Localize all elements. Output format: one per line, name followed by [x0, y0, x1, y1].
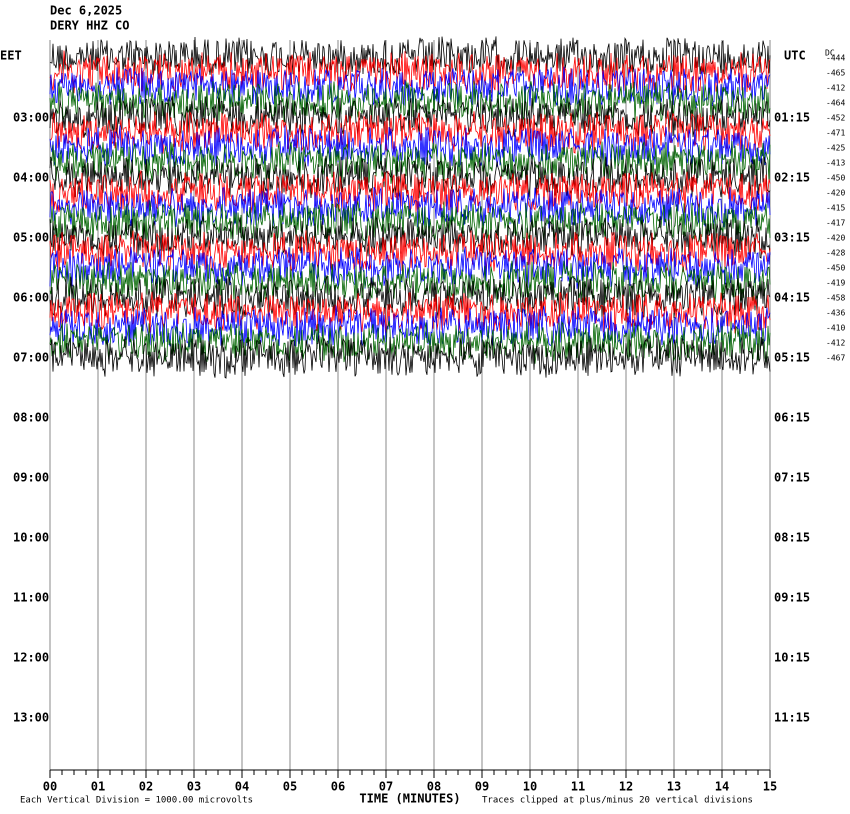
right-time-label: 01:15 [774, 111, 810, 125]
dc-offset: -450 [826, 174, 845, 183]
right-time-label: 05:15 [774, 351, 810, 365]
left-time-label: 12:00 [13, 651, 49, 665]
dc-offset: -415 [826, 204, 845, 213]
dc-offset: -412 [826, 84, 845, 93]
dc-offset: -452 [826, 114, 845, 123]
x-tick-label: 12 [619, 780, 633, 794]
right-time-label: 03:15 [774, 231, 810, 245]
dc-offset: -428 [826, 249, 845, 258]
left-time-label: 06:00 [13, 291, 49, 305]
x-tick-label: 11 [571, 780, 585, 794]
trace [49, 230, 771, 273]
scale-note: Each Vertical Division = 1000.00 microvo… [20, 796, 253, 806]
dc-offset: -419 [826, 279, 845, 288]
right-title: UTC [784, 49, 806, 63]
trace [49, 186, 771, 229]
station: DERY HHZ CO [50, 19, 129, 33]
x-tick-label: 05 [283, 780, 297, 794]
trace [49, 36, 771, 79]
right-time-label: 07:15 [774, 471, 810, 485]
x-tick-label: 13 [667, 780, 681, 794]
left-time-label: 10:00 [13, 531, 49, 545]
dc-offset: -425 [826, 144, 845, 153]
right-time-label: 08:15 [774, 531, 810, 545]
x-tick-label: 10 [523, 780, 537, 794]
dc-offset: -464 [826, 99, 845, 108]
dc-offset: -465 [826, 69, 845, 78]
trace [49, 200, 771, 244]
left-title: EET [0, 49, 22, 63]
trace [49, 335, 771, 379]
left-time-label: 04:00 [13, 171, 49, 185]
dc-offset: -410 [826, 324, 845, 333]
dc-offset: -450 [826, 264, 845, 273]
x-tick-label: 09 [475, 780, 489, 794]
right-time-label: 02:15 [774, 171, 810, 185]
trace [49, 275, 771, 319]
x-tick-label: 15 [763, 780, 777, 794]
dc-offset: -420 [826, 234, 845, 243]
trace [49, 155, 771, 199]
dc-offset: -467 [826, 354, 845, 363]
trace [49, 215, 771, 259]
clip-note: Traces clipped at plus/minus 20 vertical… [482, 796, 753, 806]
dc-offset: -413 [826, 159, 845, 168]
dc-offset: -436 [826, 309, 845, 318]
left-time-label: 11:00 [13, 591, 49, 605]
x-tick-label: 08 [427, 780, 441, 794]
date: Dec 6,2025 [50, 4, 122, 18]
x-tick-label: 07 [379, 780, 393, 794]
x-tick-label: 00 [43, 780, 57, 794]
right-time-label: 06:15 [774, 411, 810, 425]
trace [49, 305, 771, 349]
x-tick-label: 06 [331, 780, 345, 794]
trace [49, 320, 771, 364]
traces [49, 36, 771, 379]
right-time-label: 09:15 [774, 591, 810, 605]
x-tick-label: 02 [139, 780, 153, 794]
trace [49, 246, 771, 289]
dc-offset: -471 [826, 129, 845, 138]
x-tick-label: 04 [235, 780, 249, 794]
x-axis-title: TIME (MINUTES) [359, 792, 460, 806]
dc-offset: -444 [826, 54, 845, 63]
left-time-label: 13:00 [13, 711, 49, 725]
trace [49, 291, 771, 334]
left-time-label: 03:00 [13, 111, 49, 125]
x-tick-label: 14 [715, 780, 729, 794]
right-time-label: 04:15 [774, 291, 810, 305]
dc-offset: -412 [826, 339, 845, 348]
left-time-label: 05:00 [13, 231, 49, 245]
x-tick-label: 01 [91, 780, 105, 794]
x-tick-label: 03 [187, 780, 201, 794]
trace [49, 125, 771, 168]
right-time-label: 10:15 [774, 651, 810, 665]
dc-title: DC [825, 49, 835, 58]
dc-offset: -420 [826, 189, 845, 198]
trace [49, 50, 771, 94]
left-time-label: 09:00 [13, 471, 49, 485]
right-time-label: 11:15 [774, 711, 810, 725]
left-time-label: 08:00 [13, 411, 49, 425]
dc-offset: -458 [826, 294, 845, 303]
dc-offset: -417 [826, 219, 845, 228]
left-time-label: 07:00 [13, 351, 49, 365]
